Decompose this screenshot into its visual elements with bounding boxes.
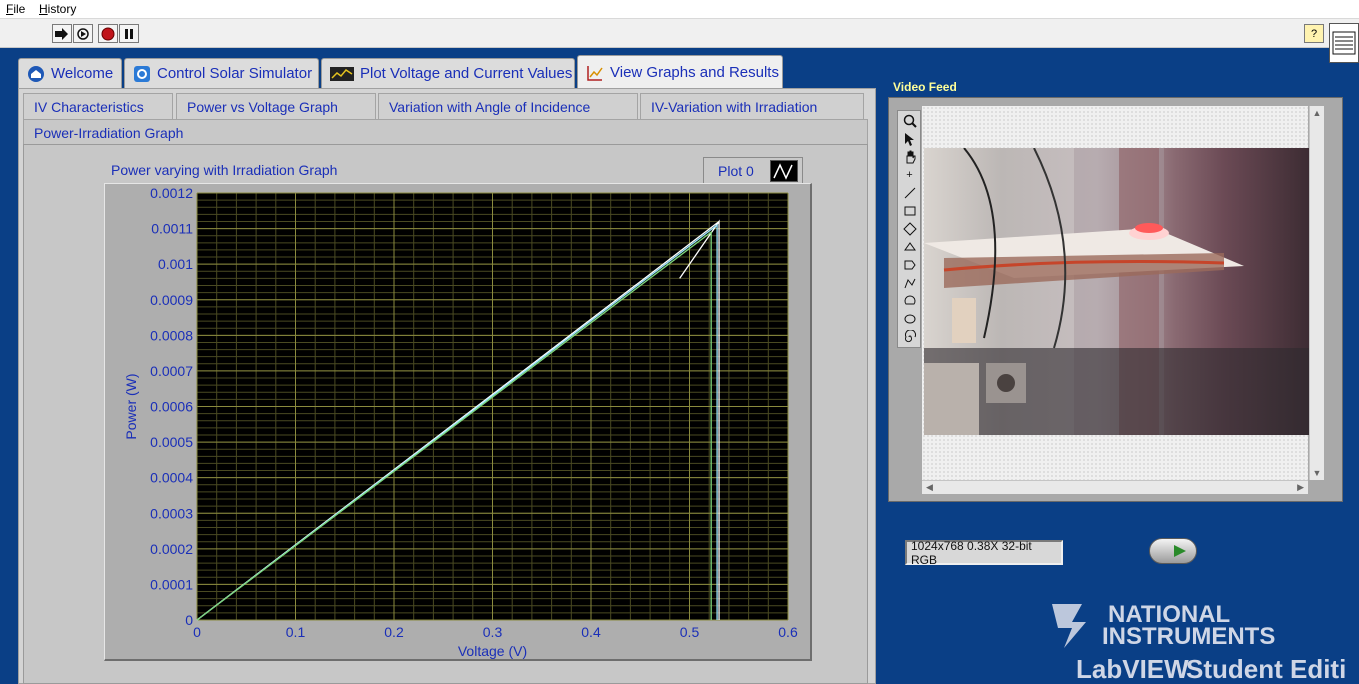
chart-icon [586, 64, 604, 82]
pause-icon[interactable] [119, 24, 139, 43]
tab-view-graphs-results[interactable]: View Graphs and Results [577, 55, 783, 89]
subtab-pv-label: Power vs Voltage Graph [187, 98, 338, 115]
y-tick-label: 0 [185, 612, 193, 628]
video-frame-image [924, 148, 1309, 435]
tab-plot-label: Plot Voltage and Current Values [360, 65, 573, 82]
y-tick-label: 0.0003 [150, 505, 193, 521]
help-label: ? [1310, 27, 1318, 40]
graph-title: Power varying with Irradiation Graph [111, 162, 338, 178]
x-tick-label: 0.4 [581, 624, 601, 640]
subtab-power-irradiation[interactable]: Power-Irradiation Graph [23, 119, 868, 145]
y-tick-label: 0.0005 [150, 434, 193, 450]
run-continuously-icon[interactable] [73, 24, 93, 43]
menu-file[interactable]: File [6, 2, 26, 16]
y-tick-label: 0.0006 [150, 399, 193, 415]
tab-control-solar-simulator[interactable]: Control Solar Simulator [124, 58, 319, 88]
subtab-ivirr-label: IV-Variation with Irradiation [651, 98, 818, 115]
subtab-power-vs-voltage[interactable]: Power vs Voltage Graph [176, 93, 376, 119]
menu-history[interactable]: History [39, 2, 77, 16]
abort-icon[interactable] [98, 24, 118, 43]
subtab-iv-irradiation[interactable]: IV-Variation with Irradiation [640, 93, 864, 119]
line-icon[interactable] [901, 185, 918, 201]
series-line-2 [196, 230, 712, 621]
series-line-1 [196, 223, 718, 621]
freehand-icon[interactable] [901, 257, 918, 273]
x-tick-label: 0.2 [384, 624, 404, 640]
start-video-button[interactable] [1149, 538, 1197, 564]
y-tick-label: 0.0001 [150, 576, 193, 592]
brand-line-1: NATIONAL [1108, 601, 1230, 628]
subtab-powirr-label: Power-Irradiation Graph [34, 124, 184, 141]
x-tick-label: 0.3 [483, 624, 503, 640]
broken-line-icon[interactable] [901, 275, 918, 291]
y-tick-label: 0.0008 [150, 327, 193, 343]
y-tick-label: 0.0012 [150, 185, 193, 201]
video-vertical-scrollbar[interactable]: ▲ ▼ [1309, 106, 1324, 480]
plot-icon [330, 65, 354, 83]
plot-legend[interactable]: Plot 0 [703, 157, 803, 185]
brand-line-2: INSTRUMENTS [1102, 623, 1275, 650]
tab-view-label: View Graphs and Results [610, 64, 779, 81]
x-tick-label: 0 [193, 624, 201, 640]
image-info-indicator: 1024x768 0.38X 32-bit RGB [905, 539, 1063, 567]
run-arrow-icon[interactable] [52, 24, 72, 43]
annulus-icon[interactable] [901, 293, 918, 309]
video-feed-title: Video Feed [893, 80, 957, 94]
tab-welcome[interactable]: Welcome [18, 58, 122, 88]
national-instruments-logo: NATIONAL INSTRUMENTS LabVIEW Student Edi… [1046, 598, 1359, 684]
menu-bar: File History [0, 0, 1359, 19]
image-tool-palette: + [897, 110, 921, 348]
pointer-icon[interactable] [901, 131, 918, 147]
y-tick-label: 0.0007 [150, 363, 193, 379]
x-tick-label: 0.5 [680, 624, 700, 640]
y-tick-label: 0.0004 [150, 470, 193, 486]
video-horizontal-scrollbar[interactable]: ◀ ▶ [922, 480, 1308, 494]
tab-plot-voltage-current[interactable]: Plot Voltage and Current Values [321, 58, 575, 88]
toolbar: ? [0, 19, 1359, 63]
tab-control-label: Control Solar Simulator [157, 65, 313, 82]
y-tick-label: 0.0011 [151, 221, 193, 237]
subtab-angle-of-incidence[interactable]: Variation with Angle of Incidence [378, 93, 638, 119]
x-tick-label: 0.6 [778, 624, 798, 640]
x-tick-label: 0.1 [286, 624, 306, 640]
scroll-left-icon[interactable]: ◀ [926, 482, 933, 492]
y-tick-label: 0.0009 [150, 292, 193, 308]
y-tick-label: 0.001 [158, 256, 193, 272]
tab-welcome-label: Welcome [51, 65, 114, 82]
rotated-rectangle-icon[interactable] [901, 221, 918, 237]
scroll-down-icon[interactable]: ▼ [1312, 468, 1322, 478]
legend-label: Plot 0 [718, 163, 754, 179]
scroll-right-icon[interactable]: ▶ [1297, 482, 1304, 492]
home-icon [27, 65, 45, 83]
subtab-iv-label: IV Characteristics [34, 98, 144, 115]
x-axis-label: Voltage (V) [458, 643, 527, 659]
scroll-up-icon[interactable]: ▲ [1312, 108, 1322, 118]
spiral-icon[interactable] [901, 329, 918, 345]
gear-icon [133, 65, 151, 83]
polygon-icon[interactable] [901, 239, 918, 255]
point-icon[interactable]: + [906, 169, 913, 181]
series-line-0 [196, 219, 720, 621]
legend-swatch [770, 160, 798, 182]
rectangle-icon[interactable] [901, 203, 918, 219]
power-irradiation-chart[interactable]: 0 0.1 0.2 0.3 0.4 0.5 0.6 0 0.0001 0.0002 0.0003 0.… [104, 183, 812, 661]
y-axis-label: Power (W) [123, 373, 139, 439]
help-icon[interactable]: ? [1304, 24, 1324, 43]
brand-line-3: LabVIEW [1076, 654, 1189, 684]
oval-icon[interactable] [901, 311, 918, 327]
zoom-icon[interactable] [901, 113, 918, 129]
subtab-angle-label: Variation with Angle of Incidence [389, 98, 591, 115]
pan-hand-icon[interactable] [901, 149, 918, 165]
y-tick-label: 0.0002 [150, 541, 193, 557]
subtab-iv-characteristics[interactable]: IV Characteristics [23, 93, 173, 119]
play-arrow-icon [1174, 545, 1186, 557]
brand-line-4: Student Edition [1186, 654, 1346, 684]
vi-icon [1329, 23, 1359, 63]
